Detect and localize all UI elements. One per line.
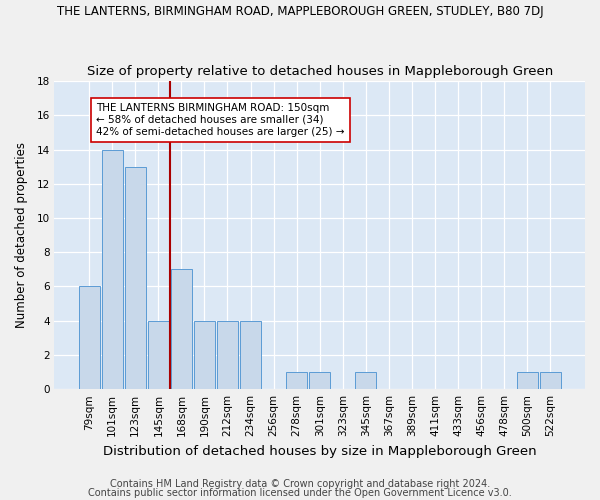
Text: Contains HM Land Registry data © Crown copyright and database right 2024.: Contains HM Land Registry data © Crown c… — [110, 479, 490, 489]
Text: THE LANTERNS, BIRMINGHAM ROAD, MAPPLEBOROUGH GREEN, STUDLEY, B80 7DJ: THE LANTERNS, BIRMINGHAM ROAD, MAPPLEBOR… — [56, 5, 544, 18]
X-axis label: Distribution of detached houses by size in Mappleborough Green: Distribution of detached houses by size … — [103, 444, 536, 458]
Bar — [148, 320, 169, 389]
Bar — [355, 372, 376, 389]
Bar — [286, 372, 307, 389]
Bar — [125, 166, 146, 389]
Text: Contains public sector information licensed under the Open Government Licence v3: Contains public sector information licen… — [88, 488, 512, 498]
Bar — [217, 320, 238, 389]
Bar — [309, 372, 331, 389]
Y-axis label: Number of detached properties: Number of detached properties — [15, 142, 28, 328]
Bar — [194, 320, 215, 389]
Bar — [101, 150, 123, 389]
Text: THE LANTERNS BIRMINGHAM ROAD: 150sqm
← 58% of detached houses are smaller (34)
4: THE LANTERNS BIRMINGHAM ROAD: 150sqm ← 5… — [96, 104, 344, 136]
Title: Size of property relative to detached houses in Mappleborough Green: Size of property relative to detached ho… — [86, 66, 553, 78]
Bar — [171, 270, 192, 389]
Bar — [240, 320, 261, 389]
Bar — [517, 372, 538, 389]
Bar — [79, 286, 100, 389]
Bar — [539, 372, 561, 389]
